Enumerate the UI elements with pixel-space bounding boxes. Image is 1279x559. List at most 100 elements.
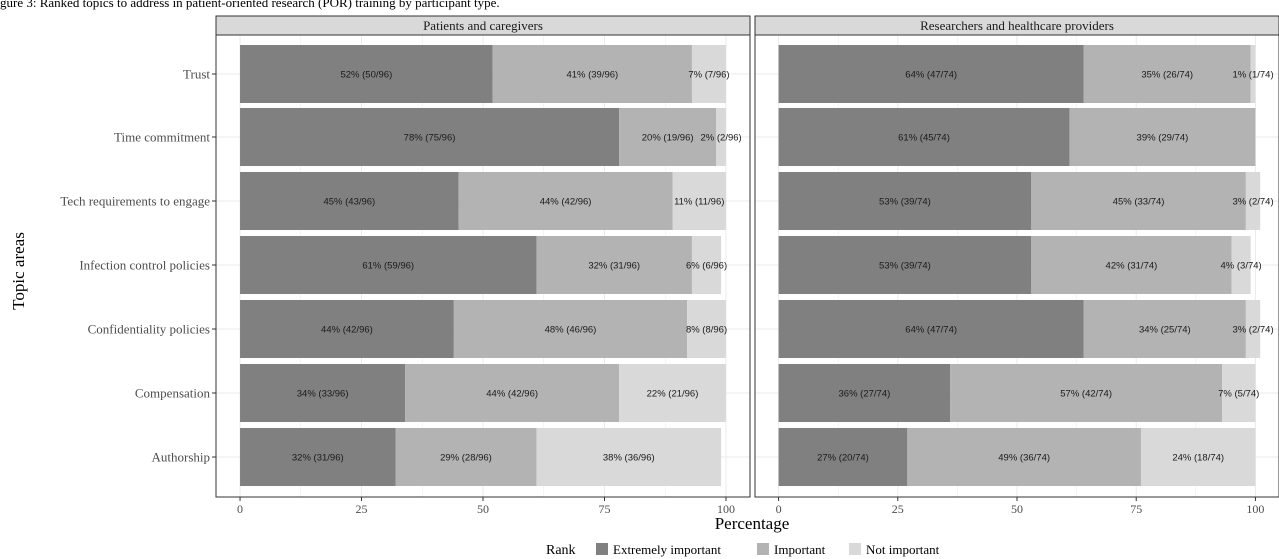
y-axis-category-labels: Trust Time commitment Tech requirements to…: [60, 67, 216, 465]
bar-data-label: 61% (45/74): [898, 133, 950, 144]
bar-segment: [1245, 300, 1261, 358]
bar-data-label: 48% (46/96): [545, 325, 597, 336]
panel-researchers-providers: Researchers and healthcare providers 64% …: [754, 15, 1279, 516]
legend-entry: Important: [774, 542, 826, 557]
bar-segment: [778, 45, 1084, 103]
bar-segment: [619, 108, 717, 166]
bar-data-label: 3% (2/74): [1232, 197, 1273, 208]
y-tick-label: Compensation: [135, 386, 211, 401]
legend-title: Rank: [546, 543, 576, 558]
bar-segment: [1245, 172, 1261, 230]
x-tick-label: 50: [1011, 502, 1023, 516]
bar-segment: [453, 300, 688, 358]
x-tick-label: 75: [598, 502, 610, 516]
panel-title: Patients and caregivers: [423, 18, 543, 33]
bar-segment: [778, 108, 1070, 166]
bar-segment: [950, 364, 1223, 422]
bar-data-label: 78% (75/96): [404, 133, 456, 144]
legend-entry: Not important: [866, 542, 940, 557]
bar-segment: [405, 364, 620, 422]
bar-data-label: 32% (31/96): [588, 261, 640, 272]
chart-panels: Patients and caregivers 52% (50/96) 41% (3…: [215, 15, 1279, 516]
bar-data-label: 29% (28/96): [440, 453, 492, 464]
bar-segment: [691, 45, 726, 103]
bar-segment: [672, 172, 726, 230]
bar-data-label: 44% (42/96): [540, 197, 592, 208]
bar-segment: [778, 364, 951, 422]
bar-segment: [395, 428, 537, 486]
bar-data-label: 35% (26/74): [1141, 70, 1193, 81]
bar-data-label: 22% (21/96): [647, 389, 699, 400]
bar-data-label: 7% (7/96): [688, 70, 729, 81]
bar-segment: [1083, 300, 1246, 358]
bar-data-label: 8% (8/96): [686, 325, 727, 336]
bar-segment: [458, 172, 673, 230]
x-tick-label: 50: [477, 502, 489, 516]
bar-segment: [240, 45, 493, 103]
bar-segment: [240, 364, 406, 422]
bar-data-label: 24% (18/74): [1172, 453, 1224, 464]
y-tick-label: Time commitment: [114, 130, 210, 145]
bar-segment: [691, 236, 722, 294]
bar-segment: [536, 236, 692, 294]
bar-data-label: 7% (5/74): [1218, 389, 1259, 400]
bar-data-label: 42% (31/74): [1106, 261, 1158, 272]
bar-data-label: 57% (42/74): [1060, 389, 1112, 400]
bar-segment: [619, 364, 726, 422]
bar-segment: [240, 300, 454, 358]
x-tick-label: 75: [1130, 502, 1142, 516]
bar-data-label: 38% (36/96): [603, 453, 655, 464]
y-tick-label: Authorship: [152, 450, 211, 465]
y-tick-label: Infection control policies: [79, 258, 210, 273]
bar-data-label: 39% (29/74): [1137, 133, 1189, 144]
bar-data-label: 34% (25/74): [1139, 325, 1191, 336]
y-tick-label: Confidentiality policies: [88, 322, 210, 337]
bar-segment: [778, 300, 1084, 358]
bar-segment: [492, 45, 692, 103]
bar-data-label: 61% (59/96): [362, 261, 414, 272]
panel-title: Researchers and healthcare providers: [920, 18, 1114, 33]
y-axis-title: Topic areas: [9, 232, 28, 310]
bar-segment: [240, 236, 537, 294]
bar-data-label: 6% (6/96): [686, 261, 727, 272]
bar-segment: [1140, 428, 1256, 486]
bar-segment: [1222, 364, 1256, 422]
bar-segment: [536, 428, 722, 486]
bar-segment: [687, 300, 726, 358]
legend-key: [596, 543, 608, 555]
bar-segment: [240, 108, 620, 166]
bar-data-label: 4% (3/74): [1221, 261, 1262, 272]
bar-segment: [716, 108, 726, 166]
x-tick-label: 25: [356, 502, 368, 516]
y-tick-label: Trust: [183, 67, 210, 82]
bar-data-label: 64% (47/74): [905, 70, 957, 81]
panel-patients-caregivers: Patients and caregivers 52% (50/96) 41% (3…: [215, 15, 751, 516]
x-tick-label: 25: [892, 502, 904, 516]
x-tick-label: 0: [237, 502, 243, 516]
bar-data-label: 53% (39/74): [879, 197, 931, 208]
y-tick-label: Tech requirements to engage: [60, 194, 210, 209]
bar-segment: [1069, 108, 1256, 166]
bar-data-label: 52% (50/96): [340, 70, 392, 81]
bar-segment: [778, 236, 1032, 294]
bar-data-label: 32% (31/96): [292, 453, 344, 464]
legend-key: [757, 543, 769, 555]
x-tick-label: 100: [717, 502, 735, 516]
bar-data-label: 53% (39/74): [879, 261, 931, 272]
bar-data-label: 45% (43/96): [323, 197, 375, 208]
bar-data-label: 27% (20/74): [817, 453, 869, 464]
bar-data-label: 3% (2/74): [1232, 325, 1273, 336]
legend-entry: Extremely important: [613, 542, 721, 557]
bar-data-label: 36% (27/74): [839, 389, 891, 400]
bar-data-label: 45% (33/74): [1113, 197, 1165, 208]
bar-data-label: 41% (39/96): [566, 70, 618, 81]
bar-segment: [1250, 45, 1256, 103]
bar-data-label: 20% (19/96): [642, 133, 694, 144]
figure-caption: gure 3: Ranked topics to address in pati…: [0, 0, 500, 10]
bar-data-label: 49% (36/74): [998, 453, 1050, 464]
bar-data-label: 44% (42/96): [486, 389, 538, 400]
bar-data-label: 1% (1/74): [1232, 70, 1273, 81]
bar-segment: [778, 428, 908, 486]
bar-data-label: 34% (33/96): [297, 389, 349, 400]
